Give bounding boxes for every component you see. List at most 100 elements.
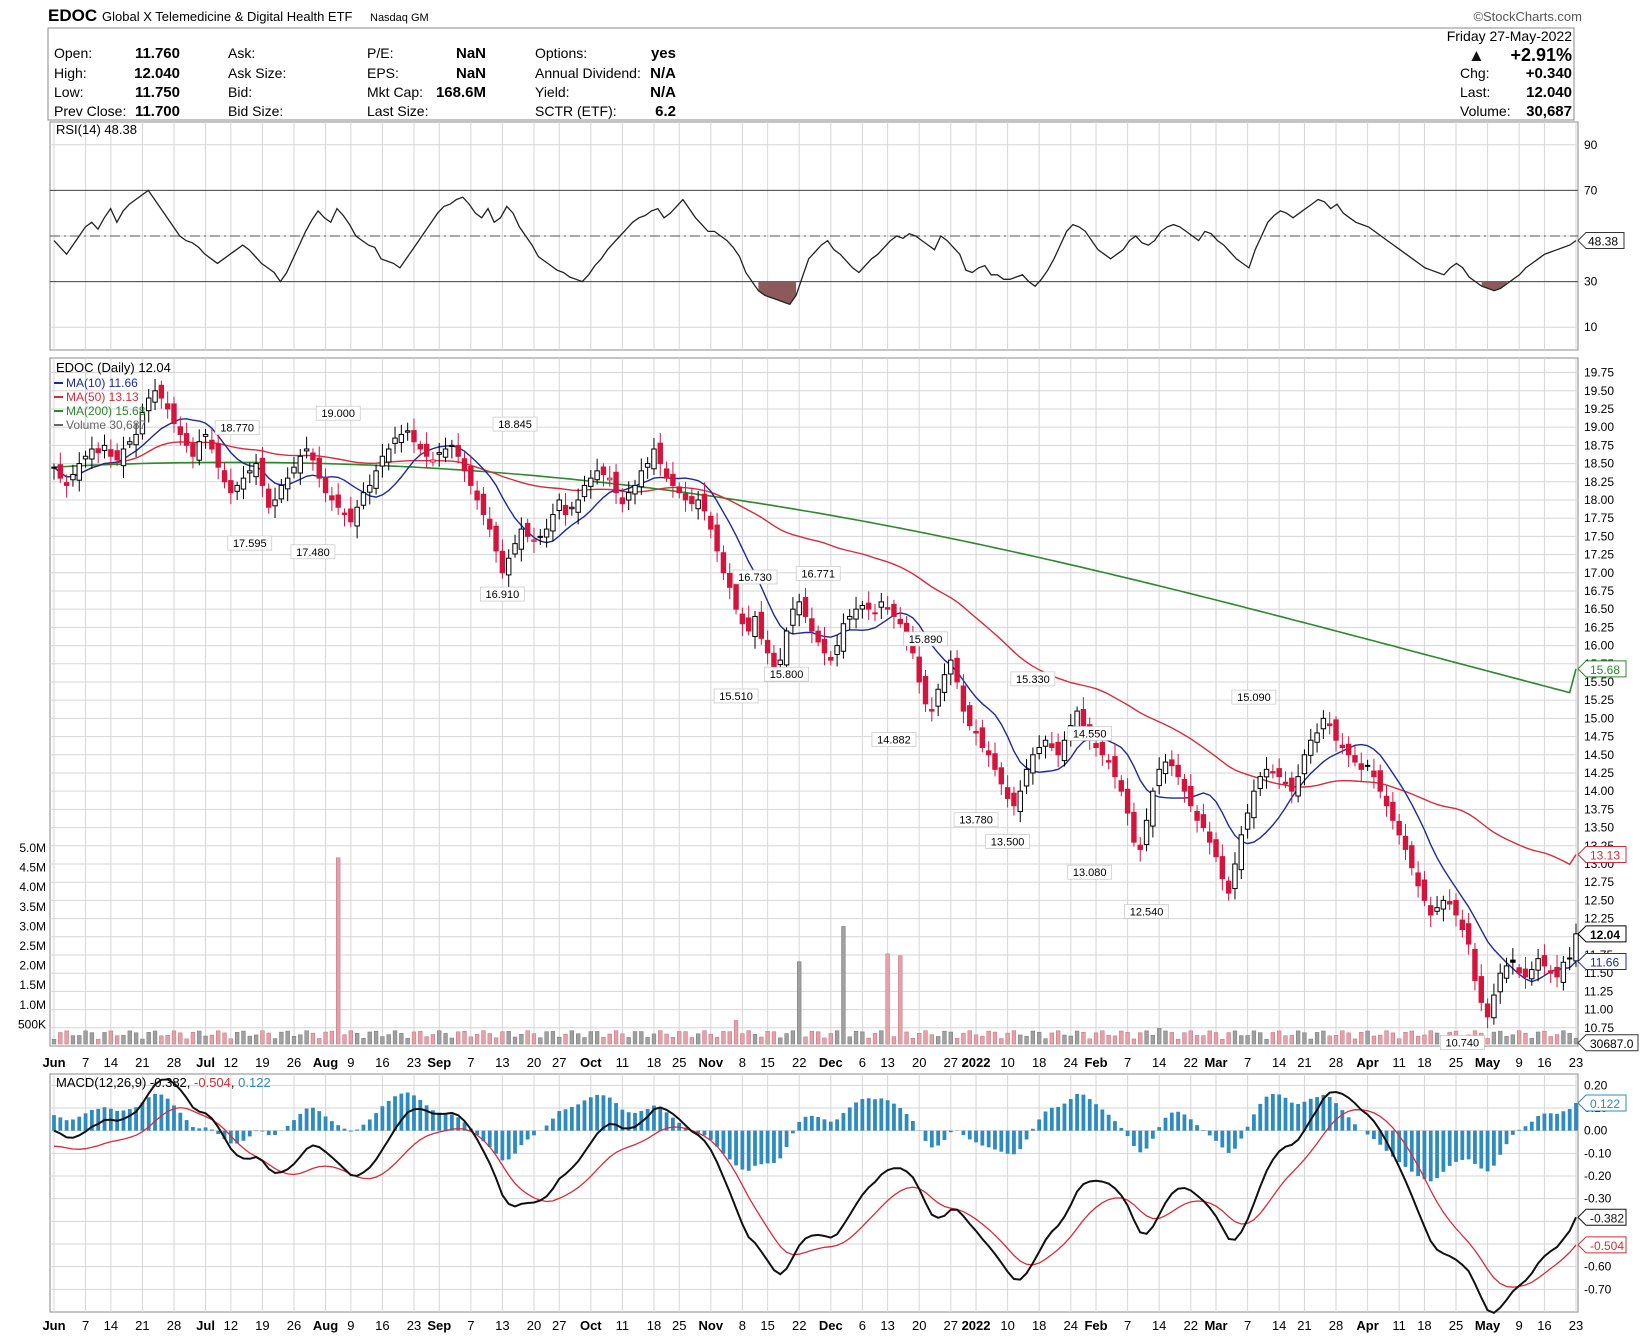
macd-histogram-bar — [203, 1127, 208, 1131]
price-tick: 15.50 — [1584, 675, 1614, 689]
candle-body — [1030, 754, 1036, 774]
volume-bar — [1422, 1034, 1427, 1045]
candle-body — [82, 455, 89, 460]
candle-body — [1308, 739, 1314, 756]
volume-bar — [664, 1033, 669, 1045]
volume-bar — [961, 1032, 966, 1045]
volume-tick: 5.0M — [19, 841, 46, 855]
macd-histogram-bar — [765, 1130, 770, 1164]
candle-body — [1352, 755, 1358, 763]
candle-body — [505, 557, 512, 576]
macd-line — [53, 1078, 1577, 1315]
candle-body — [1390, 801, 1396, 821]
volume-bar — [456, 1031, 461, 1045]
volume-bar — [1030, 1030, 1036, 1045]
candle-body — [891, 603, 897, 617]
price-annotation-box — [795, 566, 841, 581]
macd-histogram-bar — [1536, 1115, 1541, 1131]
candle-body — [1124, 788, 1131, 814]
volume-bar — [1144, 1030, 1149, 1045]
ma10-line — [53, 418, 1577, 983]
price-annotation-box — [903, 631, 948, 647]
stat-label: Bid: — [228, 84, 252, 100]
candle-body — [1225, 880, 1232, 894]
candle-body — [588, 477, 594, 487]
volume-bar — [1087, 1038, 1092, 1045]
candle-body — [114, 450, 120, 461]
stat-label: Annual Dividend: — [535, 65, 641, 81]
volume-bar — [108, 1030, 113, 1045]
macd-histogram-bar — [222, 1130, 227, 1140]
price-tick: 12.25 — [1584, 912, 1614, 926]
x-axis-label: 22 — [792, 1055, 806, 1070]
volume-flag — [1577, 1034, 1639, 1052]
x-axis-label: 18 — [647, 1055, 661, 1070]
candle-body — [1484, 1003, 1491, 1018]
stat-label: Yield: — [535, 84, 570, 100]
candle-body — [499, 550, 506, 574]
volume-tick: 3.0M — [19, 919, 46, 933]
volume-tick: 4.5M — [19, 861, 46, 875]
candle-body — [1257, 776, 1263, 790]
macd-histogram-bar — [228, 1130, 233, 1144]
x-axis-label: 11 — [1392, 1055, 1406, 1070]
stat-label: Ask: — [228, 45, 255, 61]
price-tick: 14.00 — [1584, 784, 1614, 798]
macd-histogram-bar — [576, 1104, 581, 1131]
volume-bar — [291, 1036, 297, 1045]
macd-flag — [1577, 1236, 1627, 1254]
price-flag — [1577, 846, 1627, 864]
volume-bar — [449, 1037, 455, 1045]
volume-bar — [386, 1034, 391, 1045]
volume-bar — [986, 1030, 991, 1045]
volume-bar — [304, 1030, 309, 1045]
macd-histogram-bar — [329, 1121, 334, 1131]
volume-bar — [1119, 1030, 1124, 1045]
macd-histogram-bar — [342, 1128, 347, 1131]
candle-body — [1080, 709, 1087, 727]
macd-histogram-bar — [936, 1130, 941, 1146]
candle-body — [758, 611, 765, 639]
macd-histogram-bar — [1012, 1130, 1016, 1155]
volume-bar — [1504, 1036, 1509, 1045]
macd-histogram-bar — [216, 1130, 221, 1135]
macd-histogram-bar — [1176, 1111, 1181, 1131]
macd-histogram-bar — [273, 1130, 277, 1135]
candle-body — [916, 656, 922, 683]
price-annotation-box — [480, 586, 525, 602]
volume-bar — [1434, 1032, 1440, 1045]
volume-bar — [910, 1037, 916, 1045]
candle-body — [600, 466, 607, 475]
x-axis-label: 27 — [944, 1055, 958, 1070]
x-axis-label: 8 — [739, 1318, 746, 1333]
volume-bar — [1239, 1035, 1244, 1045]
macd-histogram-bar — [1308, 1098, 1313, 1131]
price-annotation: 14.550 — [1073, 729, 1107, 741]
volume-bar — [822, 1037, 827, 1045]
x-axis-label: Dec — [819, 1318, 843, 1333]
volume-bar — [1207, 1030, 1212, 1045]
macd-histogram-bar — [885, 1100, 890, 1131]
candle-body — [771, 652, 777, 668]
macd-histogram-bar — [683, 1127, 688, 1131]
volume-bar — [474, 1034, 480, 1045]
candle-body — [152, 390, 158, 403]
candle-body — [764, 639, 771, 654]
volume-bar — [980, 1036, 985, 1045]
candle-body — [1428, 905, 1434, 916]
candle-body — [985, 750, 992, 756]
candle-body — [1213, 839, 1219, 858]
macd-histogram-bar — [1504, 1130, 1509, 1145]
candle-body — [613, 471, 619, 494]
macd-histogram-bar — [64, 1120, 69, 1131]
volume-last-value: 30687.0 — [1590, 1037, 1634, 1051]
price-tick: 16.25 — [1584, 620, 1614, 634]
macd-histogram-bar — [904, 1114, 909, 1131]
volume-bar — [1340, 1030, 1345, 1045]
candle-body — [272, 499, 278, 507]
candle-body — [89, 448, 95, 460]
candle-body — [1295, 776, 1301, 797]
x-axis-label: 11 — [1392, 1318, 1406, 1333]
macd-histogram-bar — [1416, 1130, 1421, 1177]
candle-body — [663, 468, 670, 479]
